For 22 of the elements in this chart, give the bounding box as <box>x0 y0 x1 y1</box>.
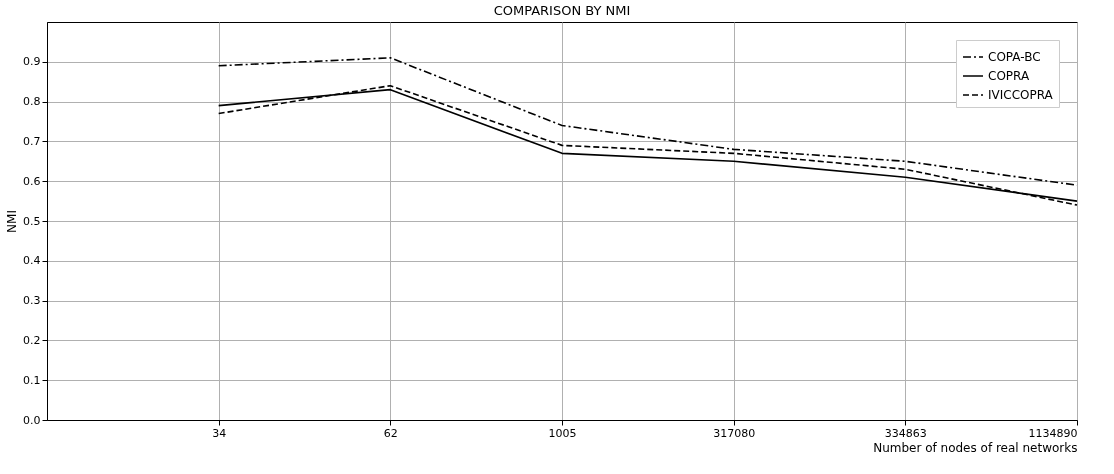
y-tick-label: 0.4 <box>23 254 41 268</box>
x-tick-label: 62 <box>383 426 398 440</box>
y-tick-label: 0.8 <box>23 95 41 109</box>
chart-title: COMPARISON BY NMI <box>493 3 631 18</box>
y-tick-label: 0.3 <box>23 294 41 308</box>
x-tick-label: 317080 <box>713 426 756 440</box>
legend-label: COPRA <box>988 69 1030 83</box>
y-tick-label: 0.6 <box>23 174 41 188</box>
y-tick-label: 0.1 <box>23 373 41 387</box>
x-tick-label: 334863 <box>884 426 927 440</box>
x-tick-label: 34 <box>212 426 227 440</box>
y-tick-label: 0.9 <box>23 55 41 69</box>
y-tick-label: 0.2 <box>23 333 41 347</box>
legend-label: IVICCOPRA <box>988 88 1054 102</box>
y-tick-label: 0.7 <box>23 134 41 148</box>
y-axis-title: NMI <box>5 210 20 233</box>
x-tick-label: 1005 <box>548 426 577 440</box>
y-tick-label: 0.0 <box>23 413 41 427</box>
x-tick-label: 1134890 <box>1028 426 1078 440</box>
x-axis-title: Number of nodes of real networks <box>873 440 1078 455</box>
legend-label: COPA-BC <box>988 50 1041 64</box>
y-tick-label: 0.5 <box>23 214 41 228</box>
